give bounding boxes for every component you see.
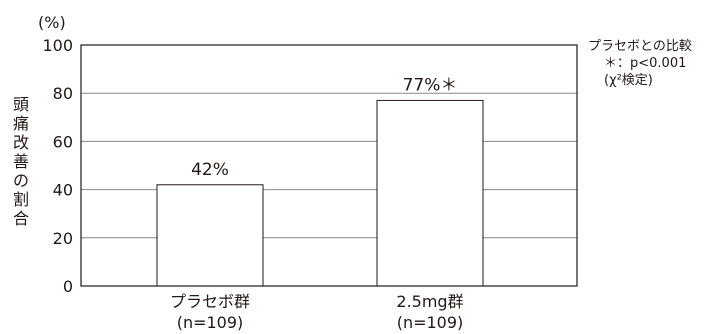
y-axis-title-char: 改 bbox=[13, 133, 29, 152]
y-axis-title-char: 割 bbox=[13, 190, 29, 209]
plot-border bbox=[80, 44, 578, 287]
note-comparison: プラセボとの比較 bbox=[588, 39, 692, 54]
y-tick-label: 0 bbox=[63, 277, 73, 296]
note-test: (χ²検定) bbox=[604, 73, 653, 88]
bars bbox=[156, 99, 484, 287]
y-tick-label: 20 bbox=[53, 229, 73, 248]
y-tick-label: 40 bbox=[53, 181, 73, 200]
y-tick-label: 100 bbox=[42, 36, 73, 55]
gridlines bbox=[81, 92, 577, 239]
x-tick-sublabel: (n=109) bbox=[177, 313, 244, 332]
y-axis-title-char: 善 bbox=[13, 152, 29, 171]
y-tick-labels: 0 20 40 60 80 100 bbox=[42, 36, 73, 296]
x-tick-sublabel: (n=109) bbox=[397, 313, 464, 332]
note-p-value: ＊：p<0.001 bbox=[604, 56, 687, 71]
x-tick-label: 2.5mg群 bbox=[396, 292, 463, 311]
y-axis-title-char: 痛 bbox=[13, 114, 29, 133]
y-unit-label: (%) bbox=[38, 13, 66, 32]
significance-note: プラセボとの比較 ＊：p<0.001 (χ²検定) bbox=[588, 38, 692, 89]
y-axis-title-char: 合 bbox=[13, 209, 29, 228]
value-label: 42% bbox=[191, 160, 229, 180]
x-tick-label: プラセボ群 bbox=[170, 292, 250, 311]
value-label: 77%＊ bbox=[403, 75, 458, 95]
y-axis-title-char: の bbox=[13, 171, 29, 190]
y-tick-label: 60 bbox=[53, 132, 73, 151]
value-labels: 42% 77%＊ bbox=[191, 75, 457, 179]
x-tick-labels: プラセボ群 (n=109) 2.5mg群 (n=109) bbox=[170, 292, 464, 332]
y-tick-label: 80 bbox=[53, 84, 73, 103]
bar bbox=[376, 99, 484, 287]
bar bbox=[156, 184, 264, 287]
plot-frame bbox=[80, 44, 578, 287]
y-axis-title-char: 頭 bbox=[13, 95, 29, 114]
